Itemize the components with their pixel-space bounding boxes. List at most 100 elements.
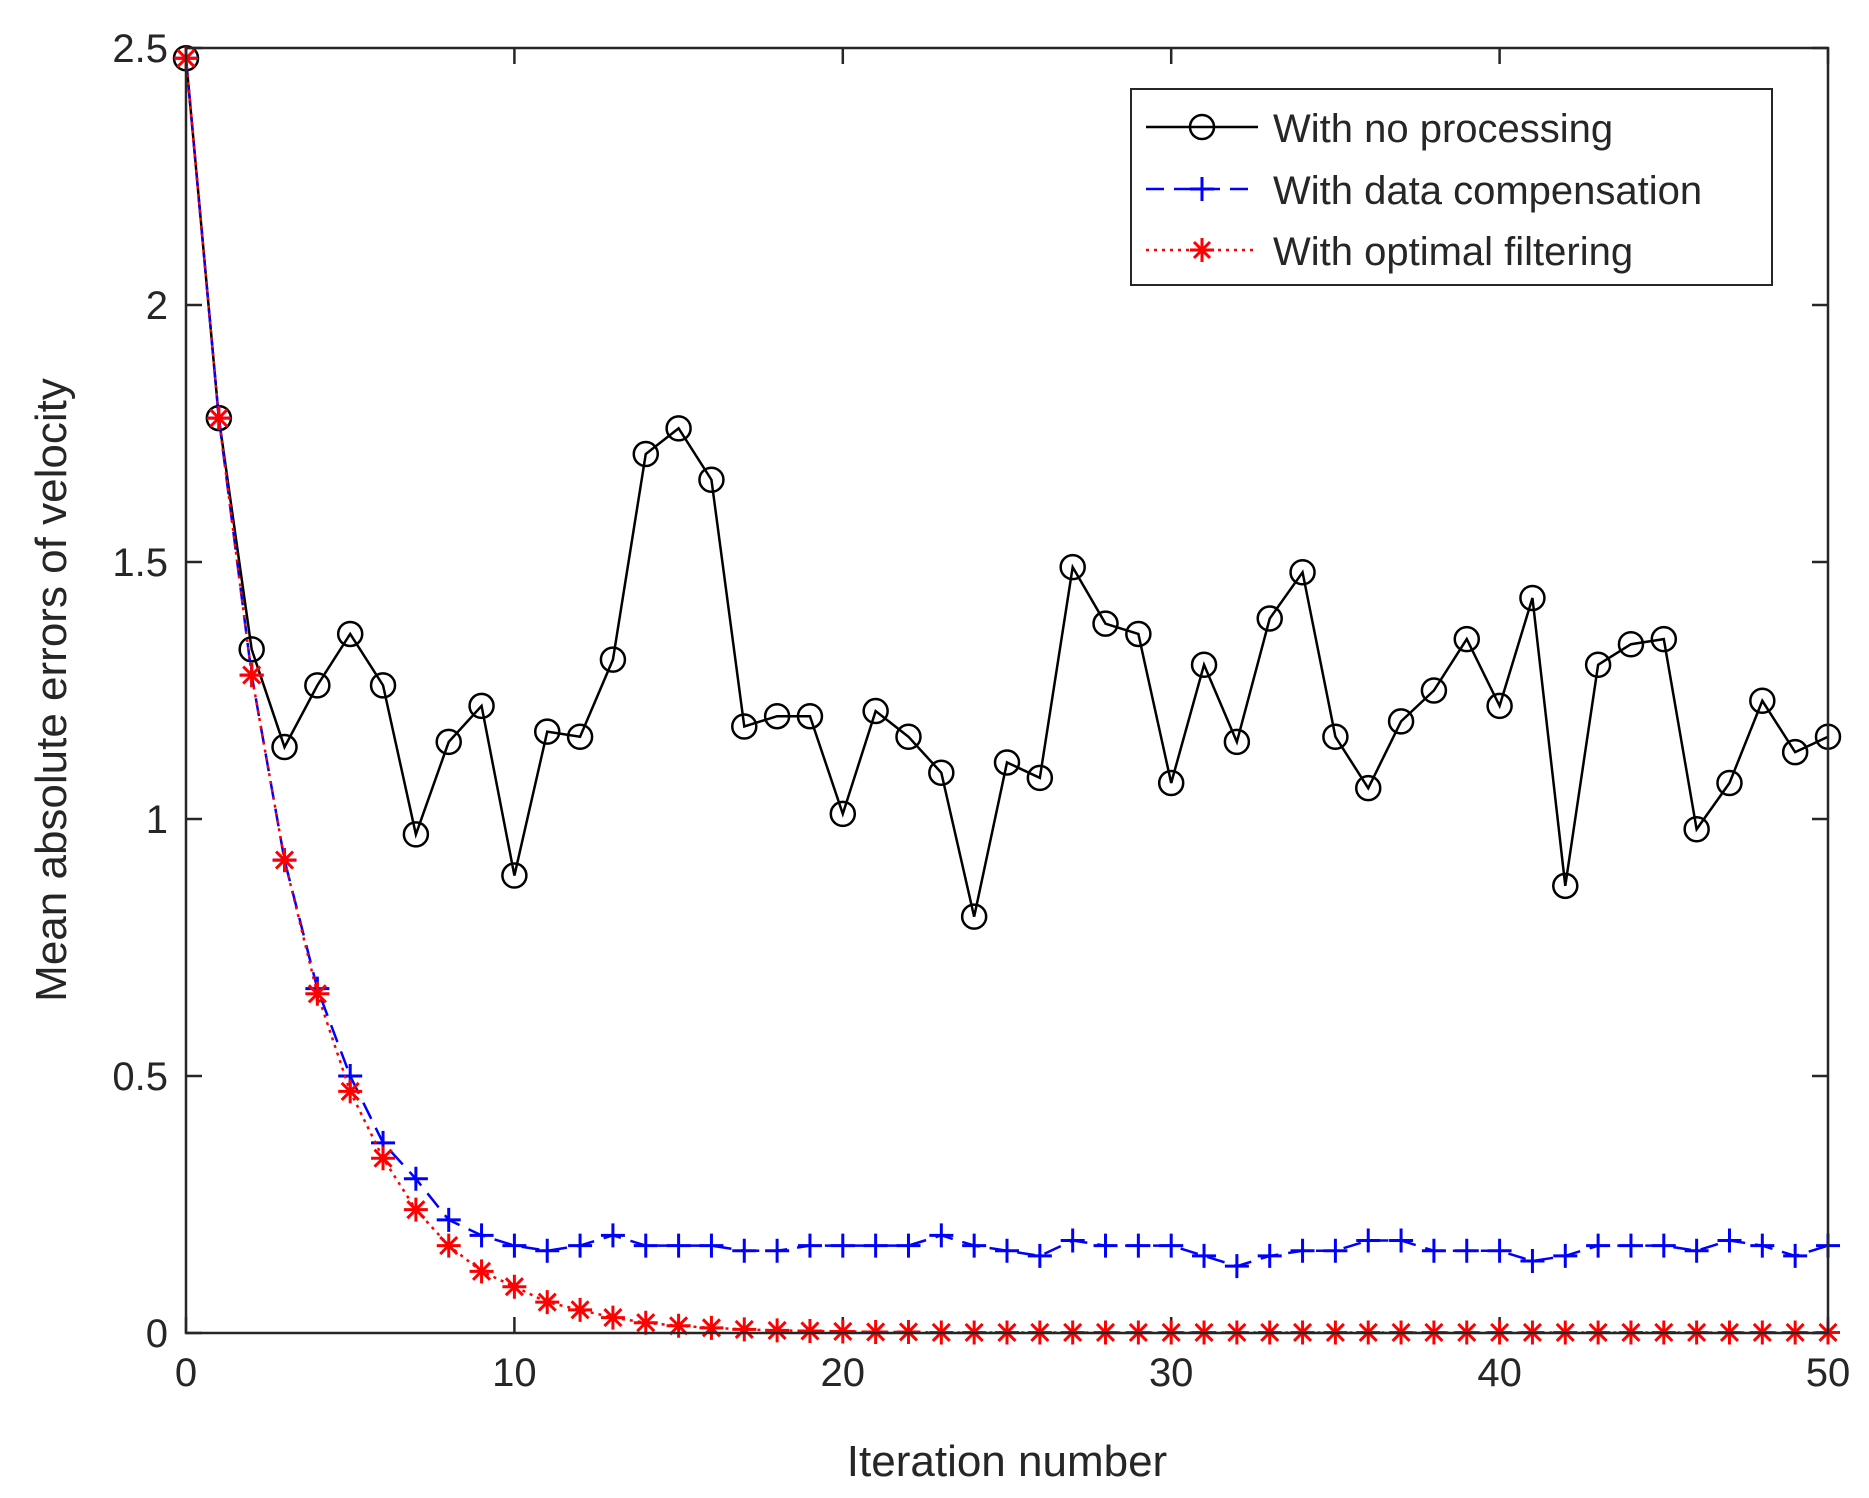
data-point-plus [1290,1238,1315,1263]
data-point-asterisk [699,1315,724,1340]
data-point-plus [863,1233,888,1258]
data-point-circle [533,718,561,745]
data-point-circle [960,903,988,930]
data-point-circle [993,749,1021,776]
data-point-plus [1520,1249,1545,1274]
data-point-plus [1586,1233,1611,1258]
data-point-asterisk [206,406,231,431]
data-point-circle [1552,872,1579,900]
legend-label-optimal-filtering: With optimal filtering [1273,230,1633,274]
legend-marker-plus [1190,177,1214,201]
data-point-circle [1223,728,1251,756]
data-point-plus [403,1166,428,1191]
legend: With no processing With data compensatio… [1130,88,1773,286]
legend-label-no-processing: With no processing [1273,107,1613,151]
y-tick-label: 1.5 [112,541,168,585]
data-point-circle [1519,584,1546,612]
data-point-plus [666,1233,691,1258]
y-tick-label: 2.5 [112,27,168,71]
data-point-plus [1783,1243,1808,1268]
data-point-circle [1125,620,1152,648]
data-point-circle [796,702,824,730]
y-tick-label: 0 [146,1312,168,1356]
data-point-asterisk [403,1197,428,1222]
legend-box [1130,88,1773,286]
data-point-circle [928,759,955,786]
data-point-plus [732,1238,757,1263]
data-point-plus [1192,1243,1217,1268]
data-point-plus [929,1223,954,1248]
data-point-asterisk [239,663,264,688]
data-point-plus [1553,1243,1578,1268]
data-point-plus [1389,1228,1414,1253]
data-point-circle [1322,723,1349,751]
data-point-plus [502,1233,527,1258]
data-point-plus [1224,1254,1249,1279]
data-point-plus [797,1233,822,1258]
data-point-plus [1159,1233,1184,1258]
data-point-plus [1618,1233,1643,1258]
legend-entry-data-compensation: With data compensation [1146,169,1702,213]
data-point-circle [501,862,528,889]
data-point-plus [962,1233,987,1258]
x-tick-label: 20 [821,1351,866,1395]
data-point-asterisk [502,1274,527,1299]
data-point-plus [995,1238,1019,1263]
data-point-plus [1093,1233,1118,1258]
data-point-asterisk [371,1146,396,1171]
data-point-circle [336,620,364,648]
data-point-plus [896,1233,921,1258]
data-point-circle [862,697,889,725]
data-point-plus [1060,1228,1085,1253]
legend-entry-no-processing: With no processing [1146,107,1613,151]
data-point-plus [1257,1243,1282,1268]
data-point-plus [1027,1243,1052,1268]
data-point-circle [1749,687,1776,715]
y-axis-label: Mean absolute errors of velocity [27,378,76,1002]
data-point-circle [1256,605,1283,632]
data-point-plus [765,1238,790,1263]
data-point-circle [1584,651,1612,679]
data-point-circle [1486,692,1513,720]
data-point-circle [1387,708,1415,735]
x-tick-label: 40 [1477,1351,1522,1395]
y-axis-ticks: 0 0.5 1 1.5 2 2.5 [112,27,1828,1356]
data-point-plus [1356,1228,1381,1253]
data-point-circle [1289,559,1316,586]
data-point-circle [895,723,922,751]
plot-frame [184,46,1830,1335]
data-point-asterisk [633,1310,658,1335]
x-axis-ticks: 0 10 20 30 40 50 [175,48,1850,1395]
data-point-plus [1323,1238,1348,1263]
x-tick-label: 0 [175,1351,197,1395]
data-point-circle [1650,625,1678,653]
data-point-circle [599,646,627,673]
data-point-circle [1617,630,1645,658]
data-point-plus [1684,1238,1709,1263]
data-point-circle [1453,625,1481,653]
data-point-circle [1716,769,1743,797]
data-point-circle [435,728,462,756]
x-tick-label: 10 [492,1351,537,1395]
data-point-circle [1683,816,1710,843]
data-point-asterisk [535,1290,560,1315]
legend-marker-asterisk [1190,238,1214,262]
legend-marker-circle [1188,113,1216,141]
x-tick-label: 50 [1806,1351,1851,1395]
legend-label-data-compensation: With data compensation [1273,169,1702,213]
data-point-plus [535,1238,560,1263]
data-point-circle [369,672,397,699]
data-point-circle [1092,610,1119,637]
data-point-circle [698,466,725,494]
y-tick-label: 1 [146,798,168,842]
data-point-plus [633,1233,658,1258]
data-point-asterisk [765,1318,790,1343]
data-point-circle [566,723,594,751]
data-point-asterisk [272,848,297,873]
data-point-circle [829,800,857,828]
data-point-circle [763,702,791,730]
data-point-circle [731,713,758,740]
data-point-plus [1421,1238,1446,1263]
series-circle [172,45,1842,930]
